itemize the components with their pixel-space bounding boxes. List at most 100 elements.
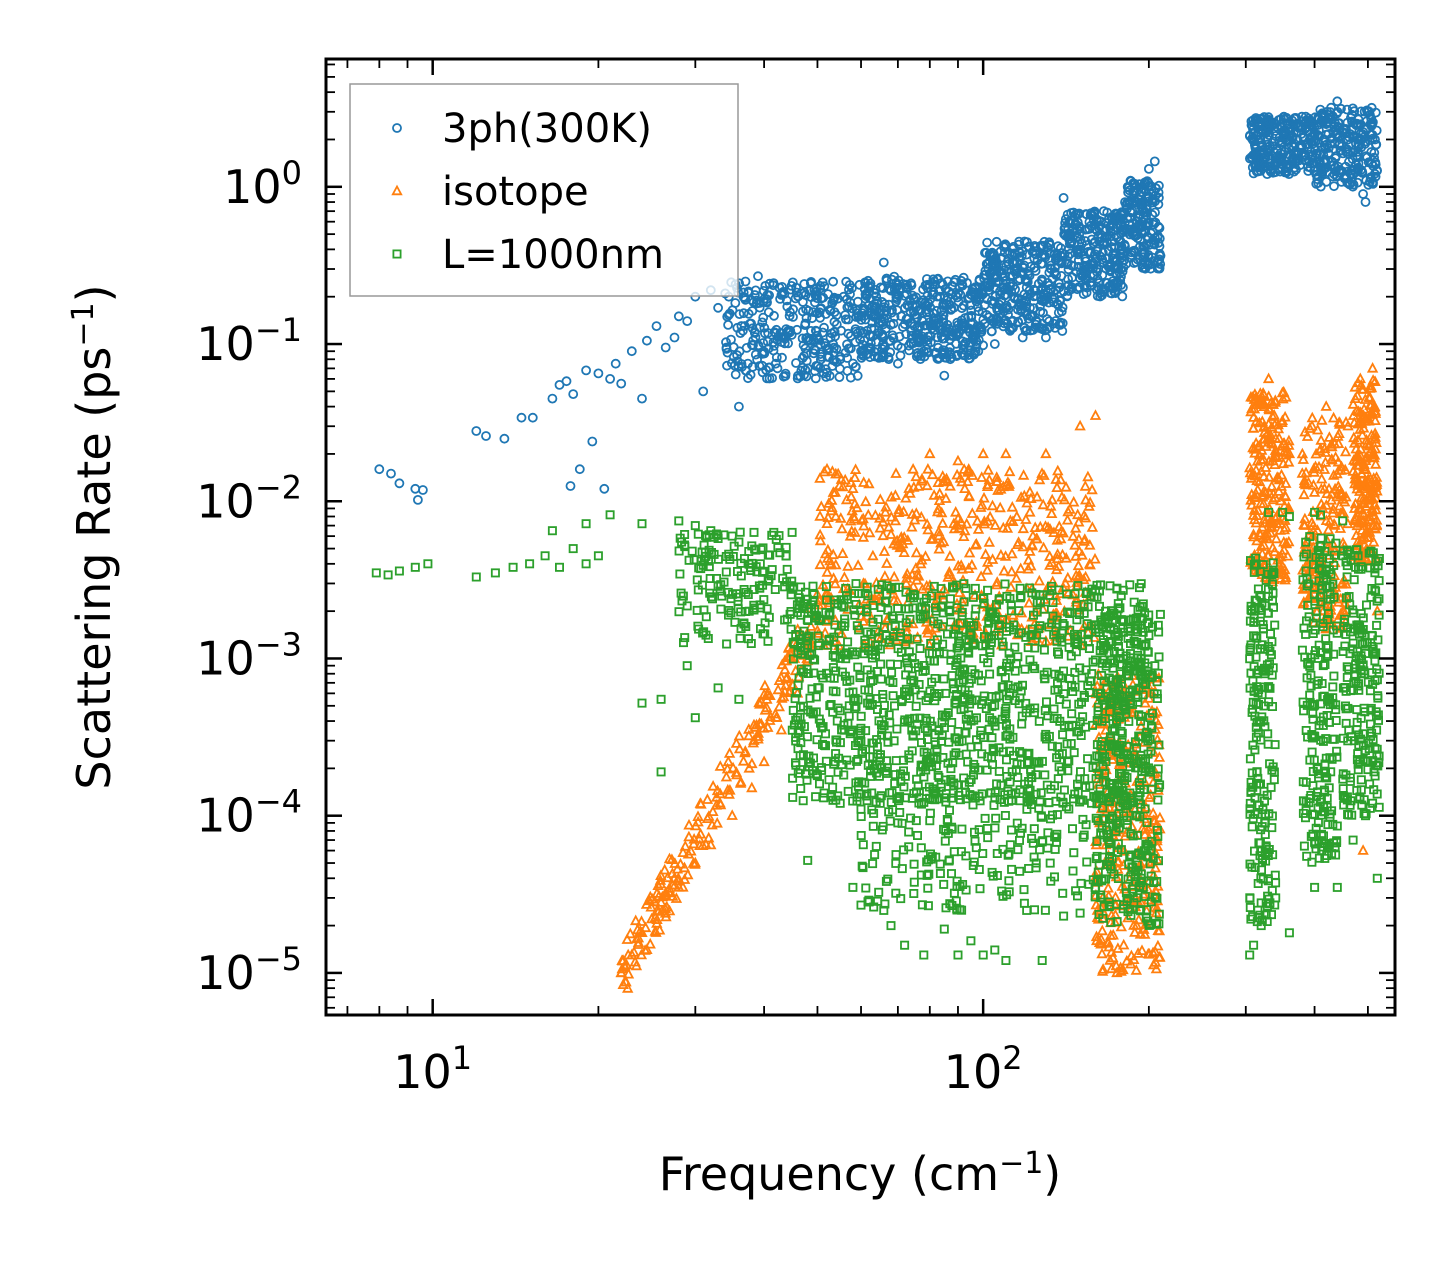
point-isotope bbox=[986, 499, 999, 511]
point-3ph bbox=[723, 319, 733, 330]
point-3ph bbox=[1146, 181, 1157, 192]
point-3ph bbox=[878, 341, 889, 352]
point-3ph bbox=[816, 351, 827, 362]
point-3ph bbox=[896, 342, 907, 353]
point-isotope bbox=[1006, 547, 1018, 559]
point-3ph bbox=[1000, 303, 1011, 314]
point-3ph bbox=[808, 348, 819, 359]
point-3ph bbox=[872, 296, 883, 307]
point-3ph bbox=[980, 265, 991, 276]
point-boundary bbox=[782, 564, 792, 574]
point-3ph bbox=[815, 280, 826, 291]
point-3ph bbox=[1150, 183, 1161, 194]
point-isotope bbox=[877, 515, 889, 527]
point-3ph bbox=[883, 354, 894, 365]
point-boundary bbox=[815, 779, 825, 789]
point-isotope bbox=[922, 523, 934, 535]
point-3ph bbox=[901, 314, 912, 324]
point-3ph bbox=[1081, 287, 1092, 298]
point-isotope bbox=[1059, 577, 1072, 588]
point-isotope bbox=[893, 503, 905, 515]
point-3ph bbox=[1010, 249, 1021, 259]
point-boundary bbox=[876, 674, 886, 684]
point-3ph bbox=[891, 282, 902, 293]
point-isotope bbox=[998, 564, 1010, 576]
point-3ph bbox=[1115, 208, 1126, 219]
point-isotope bbox=[1306, 411, 1319, 423]
point-3ph bbox=[1019, 236, 1030, 247]
point-isotope bbox=[1005, 565, 1018, 577]
point-3ph bbox=[842, 339, 852, 350]
point-isotope bbox=[924, 447, 936, 459]
point-3ph bbox=[1359, 106, 1370, 117]
point-isotope bbox=[701, 812, 714, 823]
point-isotope bbox=[679, 840, 692, 851]
point-3ph bbox=[1283, 143, 1294, 154]
point-isotope bbox=[901, 567, 913, 579]
point-boundary bbox=[735, 527, 745, 537]
point-isotope bbox=[959, 524, 971, 536]
point-3ph bbox=[982, 237, 992, 248]
point-boundary bbox=[851, 579, 861, 589]
point-3ph bbox=[819, 322, 829, 333]
point-isotope bbox=[926, 468, 939, 480]
point-3ph bbox=[1040, 289, 1050, 300]
point-3ph bbox=[787, 277, 798, 288]
point-3ph bbox=[768, 345, 779, 356]
point-3ph bbox=[1371, 125, 1382, 136]
point-isotope bbox=[1011, 538, 1024, 549]
point-3ph bbox=[1278, 126, 1288, 137]
point-isotope bbox=[707, 805, 719, 816]
point-boundary bbox=[726, 608, 736, 618]
point-3ph bbox=[1098, 284, 1109, 294]
point-3ph bbox=[757, 317, 768, 328]
point-isotope bbox=[775, 723, 788, 735]
point-3ph bbox=[730, 369, 741, 380]
point-isotope bbox=[764, 710, 777, 722]
point-boundary bbox=[716, 604, 726, 614]
point-isotope bbox=[764, 714, 776, 725]
point-3ph bbox=[1154, 233, 1165, 244]
point-3ph bbox=[1058, 192, 1069, 203]
point-boundary bbox=[987, 733, 997, 743]
point-3ph bbox=[1086, 208, 1096, 219]
point-3ph bbox=[1126, 247, 1137, 258]
point-boundary bbox=[1077, 673, 1087, 683]
point-3ph bbox=[1262, 169, 1273, 180]
point-3ph bbox=[770, 328, 781, 339]
point-3ph bbox=[958, 350, 969, 361]
point-3ph bbox=[1153, 221, 1164, 232]
point-3ph bbox=[651, 321, 662, 332]
point-3ph bbox=[827, 361, 838, 371]
point-boundary bbox=[763, 636, 773, 646]
point-3ph bbox=[1124, 185, 1135, 196]
point-3ph bbox=[821, 371, 831, 382]
point-3ph bbox=[764, 373, 775, 384]
point-3ph bbox=[985, 249, 996, 260]
point-3ph bbox=[642, 335, 652, 346]
point-3ph bbox=[1041, 294, 1052, 305]
point-3ph bbox=[1004, 264, 1014, 275]
point-isotope bbox=[849, 471, 861, 483]
point-3ph bbox=[417, 485, 428, 495]
point-3ph bbox=[1309, 128, 1320, 138]
point-3ph bbox=[1131, 216, 1142, 227]
point-3ph bbox=[1332, 96, 1343, 107]
point-isotope bbox=[645, 900, 657, 912]
point-3ph bbox=[682, 316, 693, 327]
point-3ph bbox=[932, 274, 943, 285]
point-3ph bbox=[1263, 145, 1274, 156]
point-isotope bbox=[639, 921, 652, 933]
point-3ph bbox=[971, 293, 982, 304]
point-3ph bbox=[1135, 235, 1145, 246]
point-3ph bbox=[1370, 157, 1381, 168]
point-isotope bbox=[1084, 539, 1096, 550]
point-3ph bbox=[1360, 197, 1371, 207]
point-isotope bbox=[849, 463, 862, 475]
point-3ph bbox=[516, 412, 527, 423]
point-isotope bbox=[827, 486, 840, 497]
point-isotope bbox=[769, 707, 782, 719]
point-boundary bbox=[983, 585, 993, 595]
point-boundary bbox=[828, 782, 838, 792]
point-isotope bbox=[1074, 419, 1086, 431]
